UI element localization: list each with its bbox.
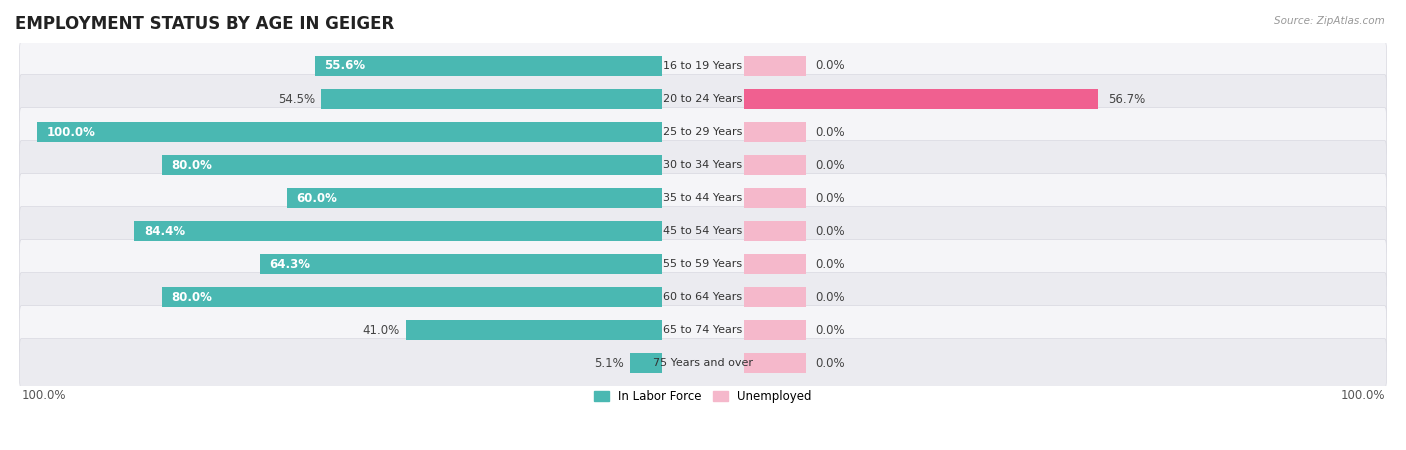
Text: 64.3%: 64.3%	[270, 257, 311, 270]
Text: 0.0%: 0.0%	[815, 59, 845, 72]
Text: 100.0%: 100.0%	[46, 126, 96, 139]
Text: 0.0%: 0.0%	[815, 225, 845, 238]
Bar	[744, 188, 806, 208]
FancyBboxPatch shape	[20, 339, 1386, 387]
FancyBboxPatch shape	[20, 41, 1386, 90]
Bar	[135, 221, 662, 241]
Text: 5.1%: 5.1%	[595, 356, 624, 369]
Text: 56.7%: 56.7%	[1108, 93, 1144, 105]
Bar	[37, 122, 662, 142]
Text: 84.4%: 84.4%	[143, 225, 186, 238]
Text: 16 to 19 Years: 16 to 19 Years	[664, 61, 742, 71]
Bar	[315, 56, 662, 76]
Text: 0.0%: 0.0%	[815, 291, 845, 304]
Text: 0.0%: 0.0%	[815, 324, 845, 337]
Bar	[744, 89, 1098, 109]
Text: 35 to 44 Years: 35 to 44 Years	[664, 193, 742, 203]
Text: 55.6%: 55.6%	[323, 59, 366, 72]
Text: 41.0%: 41.0%	[363, 324, 399, 337]
Text: 20 to 24 Years: 20 to 24 Years	[664, 94, 742, 104]
FancyBboxPatch shape	[20, 140, 1386, 189]
Text: 45 to 54 Years: 45 to 54 Years	[664, 226, 742, 236]
FancyBboxPatch shape	[20, 239, 1386, 288]
Bar	[406, 320, 662, 340]
Text: 55 to 59 Years: 55 to 59 Years	[664, 259, 742, 269]
Text: 0.0%: 0.0%	[815, 126, 845, 139]
Bar	[744, 287, 806, 307]
Bar	[162, 155, 662, 175]
Bar	[287, 188, 662, 208]
Text: 100.0%: 100.0%	[21, 389, 66, 402]
FancyBboxPatch shape	[20, 273, 1386, 321]
Text: 60 to 64 Years: 60 to 64 Years	[664, 292, 742, 302]
Text: 100.0%: 100.0%	[1340, 389, 1385, 402]
Bar	[162, 287, 662, 307]
Text: 80.0%: 80.0%	[172, 291, 212, 304]
Text: 25 to 29 Years: 25 to 29 Years	[664, 127, 742, 137]
Text: EMPLOYMENT STATUS BY AGE IN GEIGER: EMPLOYMENT STATUS BY AGE IN GEIGER	[15, 15, 394, 33]
Text: 0.0%: 0.0%	[815, 158, 845, 171]
FancyBboxPatch shape	[20, 174, 1386, 222]
Bar	[260, 254, 662, 274]
Legend: In Labor Force, Unemployed: In Labor Force, Unemployed	[589, 385, 817, 408]
Text: Source: ZipAtlas.com: Source: ZipAtlas.com	[1274, 16, 1385, 26]
Bar	[744, 221, 806, 241]
Text: 75 Years and over: 75 Years and over	[652, 358, 754, 368]
Text: 30 to 34 Years: 30 to 34 Years	[664, 160, 742, 170]
Text: 0.0%: 0.0%	[815, 356, 845, 369]
FancyBboxPatch shape	[20, 207, 1386, 256]
Text: 80.0%: 80.0%	[172, 158, 212, 171]
Bar	[630, 353, 662, 374]
Text: 60.0%: 60.0%	[297, 192, 337, 205]
FancyBboxPatch shape	[20, 306, 1386, 355]
FancyBboxPatch shape	[20, 108, 1386, 157]
Bar	[744, 353, 806, 374]
Bar	[744, 56, 806, 76]
Text: 0.0%: 0.0%	[815, 192, 845, 205]
Text: 0.0%: 0.0%	[815, 257, 845, 270]
Text: 54.5%: 54.5%	[278, 93, 315, 105]
FancyBboxPatch shape	[20, 75, 1386, 123]
Bar	[322, 89, 662, 109]
Bar	[744, 155, 806, 175]
Text: 65 to 74 Years: 65 to 74 Years	[664, 325, 742, 335]
Bar	[744, 122, 806, 142]
Bar	[744, 320, 806, 340]
Bar	[744, 254, 806, 274]
